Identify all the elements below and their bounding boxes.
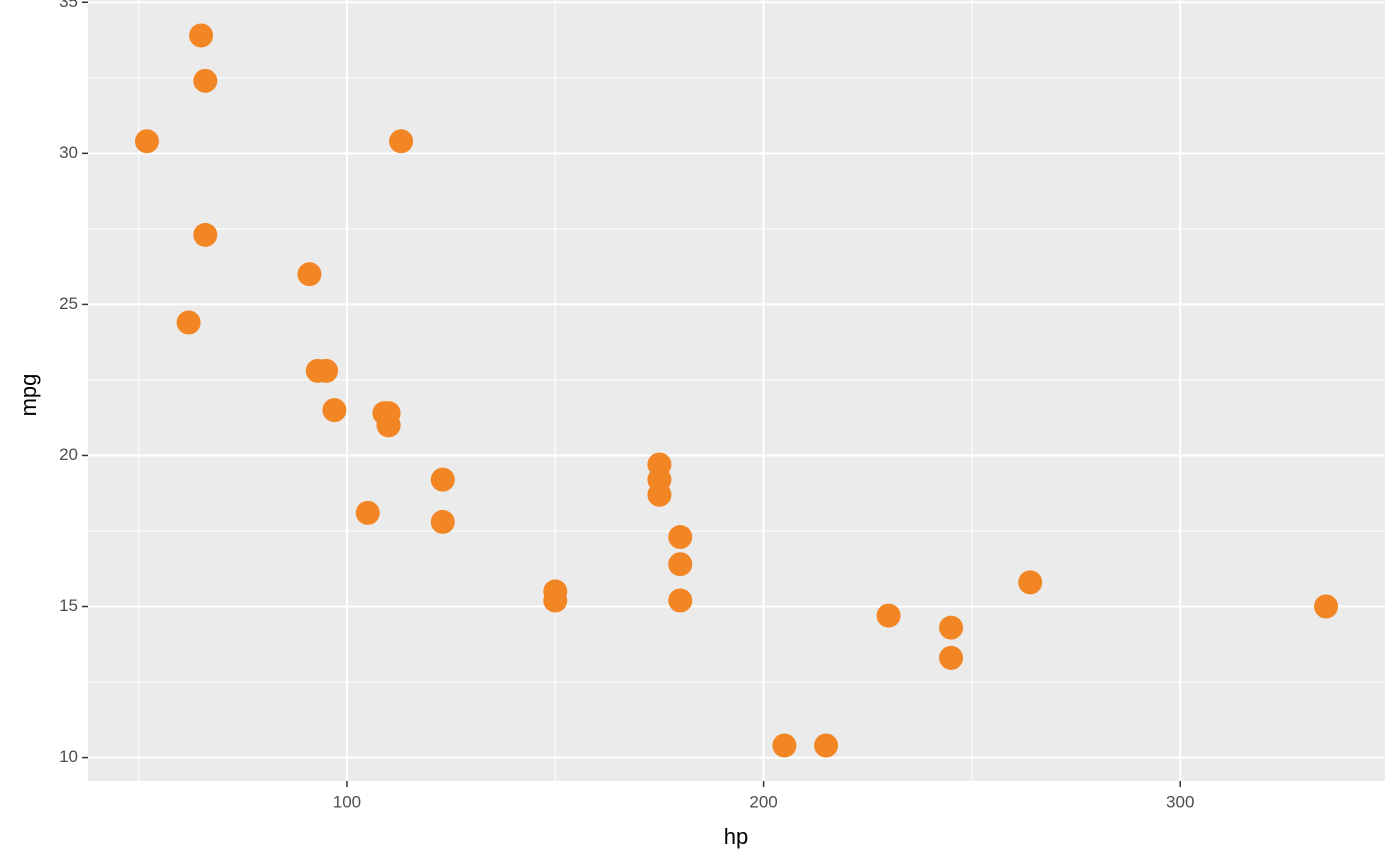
x-tick-label: 100 <box>333 792 361 811</box>
point <box>668 588 693 613</box>
point <box>355 500 380 525</box>
point <box>668 525 693 550</box>
point <box>189 23 214 48</box>
point <box>1018 570 1043 595</box>
x-axis-title: hp <box>724 824 748 849</box>
point <box>134 129 159 154</box>
point <box>297 262 322 287</box>
y-tick-label: 30 <box>59 143 78 162</box>
point <box>939 615 964 640</box>
point <box>814 733 839 758</box>
y-tick-label: 10 <box>59 747 78 766</box>
point <box>1314 594 1339 619</box>
y-tick-label: 35 <box>59 0 78 11</box>
point <box>389 129 414 154</box>
point <box>430 467 455 492</box>
point <box>176 310 201 335</box>
y-tick-label: 25 <box>59 294 78 313</box>
x-tick-label: 300 <box>1166 792 1194 811</box>
point <box>876 603 901 628</box>
panel <box>88 0 1385 781</box>
y-tick-label: 20 <box>59 445 78 464</box>
point <box>772 733 797 758</box>
point <box>543 588 568 613</box>
y-tick-label: 15 <box>59 596 78 615</box>
point <box>193 222 218 247</box>
point <box>314 358 339 383</box>
x-tick-label: 200 <box>749 792 777 811</box>
point <box>322 398 347 423</box>
point <box>193 68 218 93</box>
point <box>939 645 964 670</box>
point <box>430 509 455 534</box>
point <box>372 401 397 426</box>
point <box>668 552 693 577</box>
y-axis-title: mpg <box>16 374 41 417</box>
point <box>647 452 672 477</box>
